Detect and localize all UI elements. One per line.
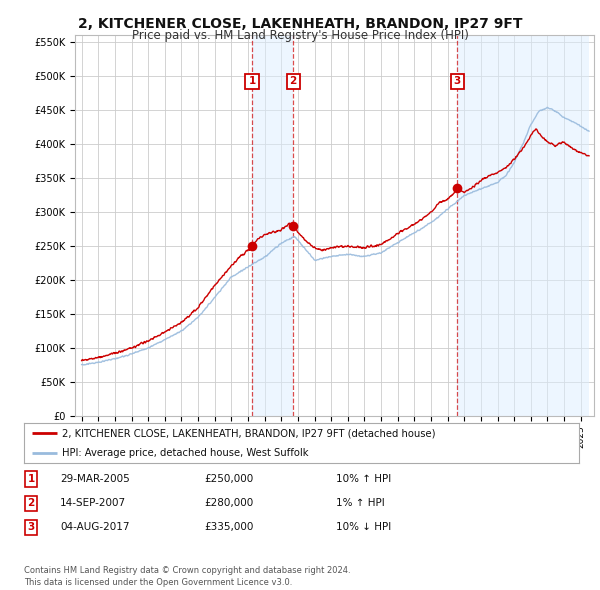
Text: HPI: Average price, detached house, West Suffolk: HPI: Average price, detached house, West…	[62, 448, 308, 458]
Text: Price paid vs. HM Land Registry's House Price Index (HPI): Price paid vs. HM Land Registry's House …	[131, 30, 469, 42]
Text: 2, KITCHENER CLOSE, LAKENHEATH, BRANDON, IP27 9FT (detached house): 2, KITCHENER CLOSE, LAKENHEATH, BRANDON,…	[62, 428, 435, 438]
Text: 1: 1	[248, 77, 256, 87]
Text: 10% ↑ HPI: 10% ↑ HPI	[336, 474, 391, 484]
Text: £335,000: £335,000	[204, 523, 253, 532]
Text: 14-SEP-2007: 14-SEP-2007	[60, 499, 126, 508]
Bar	[457, 35, 589, 416]
Text: 04-AUG-2017: 04-AUG-2017	[60, 523, 130, 532]
Text: 29-MAR-2005: 29-MAR-2005	[60, 474, 130, 484]
Text: 2: 2	[289, 77, 297, 87]
Text: 1: 1	[28, 474, 35, 484]
Text: £280,000: £280,000	[204, 499, 253, 508]
Text: 3: 3	[454, 77, 461, 87]
Text: 2: 2	[28, 499, 35, 508]
Bar	[252, 35, 293, 416]
Text: Contains HM Land Registry data © Crown copyright and database right 2024.
This d: Contains HM Land Registry data © Crown c…	[24, 566, 350, 587]
Text: 2, KITCHENER CLOSE, LAKENHEATH, BRANDON, IP27 9FT: 2, KITCHENER CLOSE, LAKENHEATH, BRANDON,…	[78, 17, 522, 31]
Text: 10% ↓ HPI: 10% ↓ HPI	[336, 523, 391, 532]
Text: £250,000: £250,000	[204, 474, 253, 484]
Text: 3: 3	[28, 523, 35, 532]
Text: 1% ↑ HPI: 1% ↑ HPI	[336, 499, 385, 508]
